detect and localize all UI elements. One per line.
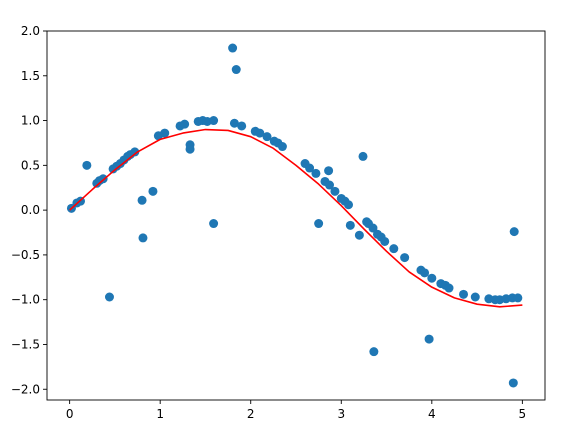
x-tick-label: 4 (428, 407, 436, 421)
y-tick-label: −2.0 (11, 382, 40, 396)
scatter-point (427, 273, 437, 283)
x-tick-label: 2 (247, 407, 255, 421)
y-tick-label: −1.5 (11, 337, 40, 351)
axes-frame (46, 30, 546, 401)
scatter-point (82, 160, 92, 170)
scatter-point (424, 334, 434, 344)
scatter-point (358, 151, 368, 161)
x-tick-label: 0 (66, 407, 74, 421)
axes-layer: 0 1 2 3 4 5 2.0 1.5 1.0 0.5 0.0 −0.5 −1.0 −1.5 −2.0 (11, 24, 546, 421)
y-tick-label: −0.5 (11, 248, 40, 262)
scatter-point (508, 378, 518, 388)
scatter-point (330, 186, 340, 196)
scatter-point (229, 118, 239, 128)
scatter-point (209, 116, 219, 126)
scatter-point (324, 166, 334, 176)
scatter-point (138, 233, 148, 243)
scatter-point (380, 236, 390, 246)
plot-layer (66, 43, 523, 388)
scatter-point (470, 292, 480, 302)
y-tick-label: 1.5 (21, 69, 40, 83)
scatter-point (325, 180, 334, 190)
scatter-point (130, 147, 140, 157)
scatter-point (231, 65, 241, 75)
scatter-point (444, 283, 454, 293)
scatter-point (277, 142, 287, 152)
scatter-point (255, 128, 265, 138)
scatter-point (209, 219, 219, 229)
scatter-point (389, 244, 399, 254)
scatter-point (369, 347, 379, 357)
scatter-point (420, 268, 430, 278)
scatter-point (345, 220, 355, 230)
y-tick-label: 1.0 (21, 114, 40, 128)
x-tick-label: 5 (519, 407, 527, 421)
y-tick-label: 0.0 (21, 203, 40, 217)
scatter-point (104, 292, 114, 302)
scatter-point (311, 168, 321, 178)
y-tick-label: 2.0 (21, 24, 40, 38)
scatter-point (509, 227, 519, 237)
fit-line (69, 128, 523, 308)
scatter-point (344, 200, 354, 210)
scatter-point (160, 128, 170, 138)
scatter-point (305, 163, 315, 173)
scatter-point (368, 223, 378, 233)
scatter-point (148, 186, 158, 196)
y-tick-label: 0.5 (21, 158, 40, 172)
scatter-point (459, 289, 469, 299)
scatter-point (354, 230, 364, 240)
x-tick-label: 3 (337, 407, 345, 421)
scatter-point (137, 195, 147, 205)
scatter-point (228, 43, 238, 53)
scatter-point (237, 121, 247, 131)
y-tick-label: −1.0 (11, 293, 40, 307)
x-tick-label: 1 (156, 407, 164, 421)
scatter-point (400, 253, 410, 263)
scatter-point (513, 293, 523, 303)
scatter-point (180, 119, 190, 129)
scatter-point (185, 144, 195, 154)
scatter-point (314, 219, 324, 229)
scatter-point (262, 132, 272, 142)
